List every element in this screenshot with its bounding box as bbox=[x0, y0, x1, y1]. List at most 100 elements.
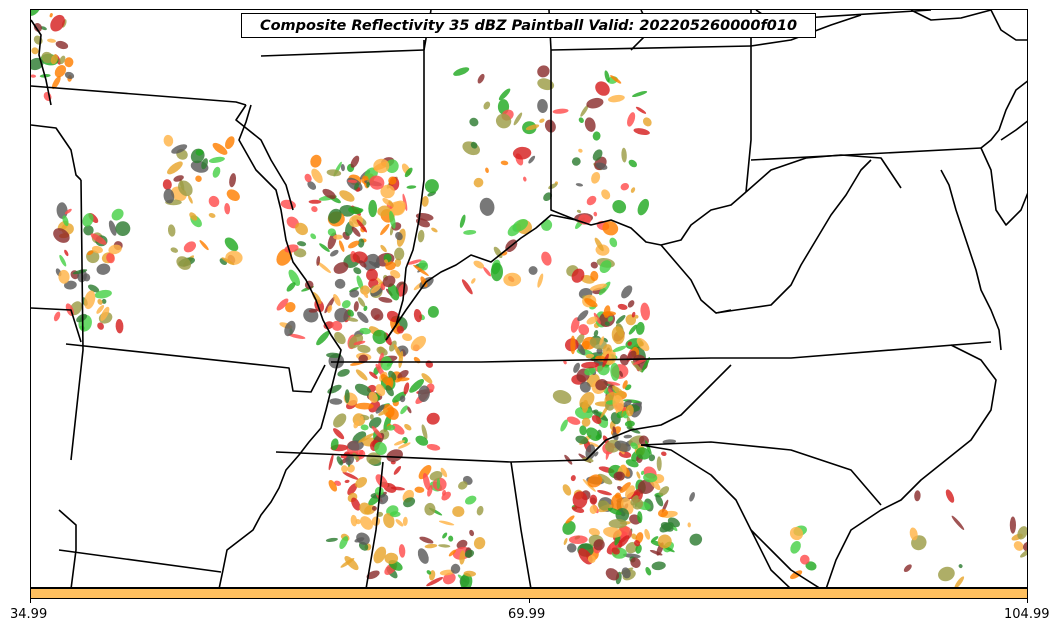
reflectivity-blob bbox=[394, 247, 405, 261]
reflectivity-blob bbox=[579, 381, 591, 393]
reflectivity-blob bbox=[351, 226, 361, 237]
reflectivity-blob bbox=[643, 472, 658, 483]
reflectivity-blob bbox=[632, 358, 647, 365]
reflectivity-blob bbox=[355, 369, 368, 381]
reflectivity-blob bbox=[371, 505, 377, 511]
reflectivity-blob bbox=[636, 471, 641, 479]
reflectivity-blob bbox=[385, 261, 396, 271]
reflectivity-blob bbox=[500, 160, 509, 166]
reflectivity-blob bbox=[359, 327, 371, 335]
reflectivity-blob bbox=[286, 282, 296, 292]
reflectivity-paintball-layer bbox=[31, 10, 1027, 587]
reflectivity-blob bbox=[53, 311, 61, 322]
reflectivity-blob bbox=[630, 557, 641, 568]
reflectivity-blob bbox=[634, 540, 641, 547]
reflectivity-blob bbox=[462, 141, 480, 156]
reflectivity-blob bbox=[382, 403, 395, 418]
reflectivity-blob bbox=[637, 198, 650, 216]
reflectivity-blob bbox=[594, 237, 604, 252]
reflectivity-blob bbox=[657, 509, 669, 518]
reflectivity-blob bbox=[621, 147, 627, 163]
reflectivity-blob bbox=[363, 305, 368, 312]
reflectivity-blob bbox=[333, 262, 349, 274]
reflectivity-blob bbox=[348, 240, 360, 249]
reflectivity-blob bbox=[389, 511, 401, 518]
reflectivity-blob bbox=[358, 433, 374, 443]
reflectivity-blob bbox=[347, 483, 358, 496]
reflectivity-blob bbox=[574, 406, 593, 420]
reflectivity-blob bbox=[429, 471, 443, 481]
reflectivity-blob bbox=[572, 491, 588, 509]
reflectivity-blob bbox=[585, 353, 595, 359]
border-virginia-nc-coast bbox=[825, 344, 997, 587]
reflectivity-blob bbox=[614, 440, 631, 452]
border-arkansas-louisiana bbox=[58, 549, 222, 573]
reflectivity-blob bbox=[418, 385, 430, 402]
border-texas-arkansas bbox=[58, 509, 77, 587]
reflectivity-blob bbox=[328, 208, 342, 224]
reflectivity-blob bbox=[413, 356, 421, 364]
reflectivity-blob bbox=[333, 428, 345, 440]
border-mississippi-alabama bbox=[365, 461, 384, 587]
reflectivity-blob bbox=[108, 220, 117, 236]
reflectivity-blob bbox=[612, 345, 627, 353]
reflectivity-blob bbox=[108, 244, 122, 255]
reflectivity-blob bbox=[390, 486, 405, 491]
reflectivity-blob bbox=[347, 179, 358, 183]
reflectivity-blob bbox=[355, 519, 361, 525]
reflectivity-blob bbox=[630, 442, 638, 450]
reflectivity-blob bbox=[589, 504, 598, 514]
reflectivity-blob bbox=[571, 157, 581, 166]
reflectivity-blob bbox=[334, 307, 349, 323]
reflectivity-blob bbox=[327, 305, 333, 313]
colorbar-tick-min bbox=[30, 599, 31, 603]
reflectivity-blob bbox=[625, 404, 634, 417]
reflectivity-blob bbox=[307, 181, 317, 190]
reflectivity-blob bbox=[421, 196, 429, 207]
reflectivity-blob bbox=[359, 502, 372, 515]
colorbar bbox=[30, 588, 1028, 599]
reflectivity-blob bbox=[448, 535, 454, 542]
reflectivity-blob bbox=[581, 399, 589, 413]
reflectivity-blob bbox=[579, 425, 587, 436]
reflectivity-blob bbox=[424, 502, 436, 516]
reflectivity-blob bbox=[398, 544, 406, 558]
reflectivity-blob bbox=[595, 162, 608, 170]
reflectivity-blob bbox=[354, 402, 374, 410]
reflectivity-blob bbox=[539, 118, 545, 123]
reflectivity-blob bbox=[537, 78, 555, 91]
reflectivity-blob bbox=[528, 266, 538, 275]
reflectivity-blob bbox=[566, 416, 581, 425]
reflectivity-blob bbox=[373, 158, 390, 174]
reflectivity-blob bbox=[611, 547, 620, 555]
reflectivity-blob bbox=[461, 279, 473, 295]
reflectivity-blob bbox=[495, 113, 512, 129]
reflectivity-blob bbox=[31, 57, 44, 71]
reflectivity-blob bbox=[403, 382, 410, 395]
reflectivity-blob bbox=[422, 472, 431, 491]
reflectivity-blob bbox=[552, 390, 572, 404]
reflectivity-blob bbox=[1023, 541, 1027, 552]
reflectivity-blob bbox=[345, 454, 355, 466]
reflectivity-blob bbox=[90, 233, 107, 245]
reflectivity-blob bbox=[333, 293, 341, 307]
reflectivity-blob bbox=[661, 451, 667, 457]
reflectivity-blob bbox=[393, 344, 402, 359]
reflectivity-blob bbox=[426, 570, 432, 575]
reflectivity-blob bbox=[83, 225, 94, 236]
reflectivity-blob bbox=[458, 481, 468, 490]
reflectivity-blob bbox=[84, 290, 96, 310]
reflectivity-blob bbox=[597, 490, 612, 496]
reflectivity-blob bbox=[329, 398, 343, 405]
reflectivity-blob bbox=[609, 237, 618, 248]
reflectivity-blob bbox=[47, 38, 56, 43]
reflectivity-blob bbox=[607, 507, 622, 515]
reflectivity-blob bbox=[651, 536, 659, 542]
reflectivity-blob bbox=[621, 567, 631, 579]
border-tennessee-mississippi bbox=[275, 451, 587, 463]
reflectivity-blob bbox=[471, 278, 476, 284]
reflectivity-blob bbox=[348, 206, 363, 215]
reflectivity-blob bbox=[280, 199, 296, 210]
reflectivity-blob bbox=[403, 497, 416, 508]
reflectivity-blob bbox=[576, 209, 582, 214]
